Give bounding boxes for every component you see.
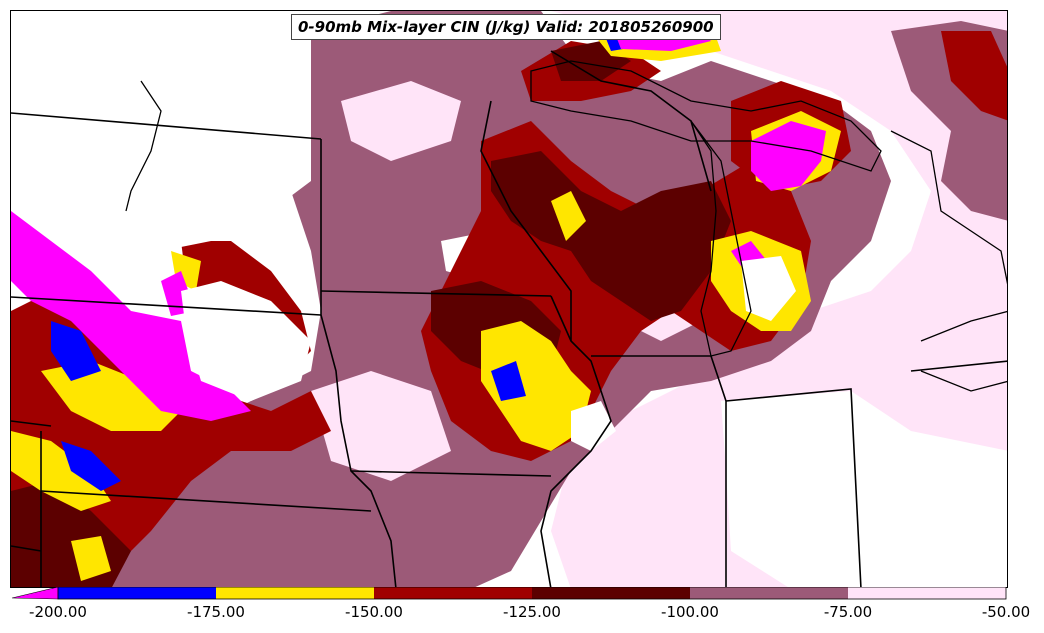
colorbar-segment (58, 587, 216, 599)
colorbar-segment (216, 587, 374, 599)
field-gap (311, 371, 451, 481)
colorbar-segment (690, 587, 848, 599)
field-yellow (71, 536, 111, 581)
tick-label: -200.00 (29, 603, 87, 621)
colorbar-outline (57, 587, 1007, 600)
tick-label: -75.00 (823, 603, 873, 621)
field-yellow (11, 431, 111, 511)
colorbar-extension-below (11, 587, 59, 600)
state-borders (11, 50, 1007, 587)
colorbar (11, 587, 1007, 600)
map-title: 0-90mb Mix-layer CIN (J/kg) Valid: 20180… (291, 14, 721, 40)
field-blue (51, 321, 101, 381)
map-frame (10, 10, 1008, 588)
field-blue (61, 441, 121, 491)
tick-label: -100.00 (661, 603, 719, 621)
colorbar-segment (374, 587, 532, 599)
field-gap (741, 256, 796, 321)
tick-label: -175.00 (187, 603, 245, 621)
field-gap (721, 391, 1007, 587)
field-gap (571, 401, 616, 451)
tick-label: -50.00 (981, 603, 1031, 621)
field-gap (11, 11, 311, 251)
colorbar-segment (532, 587, 690, 599)
field-dark-red (491, 151, 731, 321)
colorbar-segment (848, 587, 1006, 599)
lake-outlines (125, 60, 1007, 392)
cin-map (11, 11, 1007, 587)
field-red (941, 31, 1007, 121)
tick-label: -150.00 (345, 603, 403, 621)
field-blue (491, 361, 526, 401)
tick-label: -125.00 (503, 603, 561, 621)
field-gap (181, 281, 311, 401)
field-magenta (11, 211, 251, 421)
field-yellow (481, 321, 591, 451)
field-yellow (551, 191, 586, 241)
colorbar-segments (11, 587, 1007, 600)
field-gap (341, 81, 461, 161)
field-magenta (751, 121, 826, 191)
